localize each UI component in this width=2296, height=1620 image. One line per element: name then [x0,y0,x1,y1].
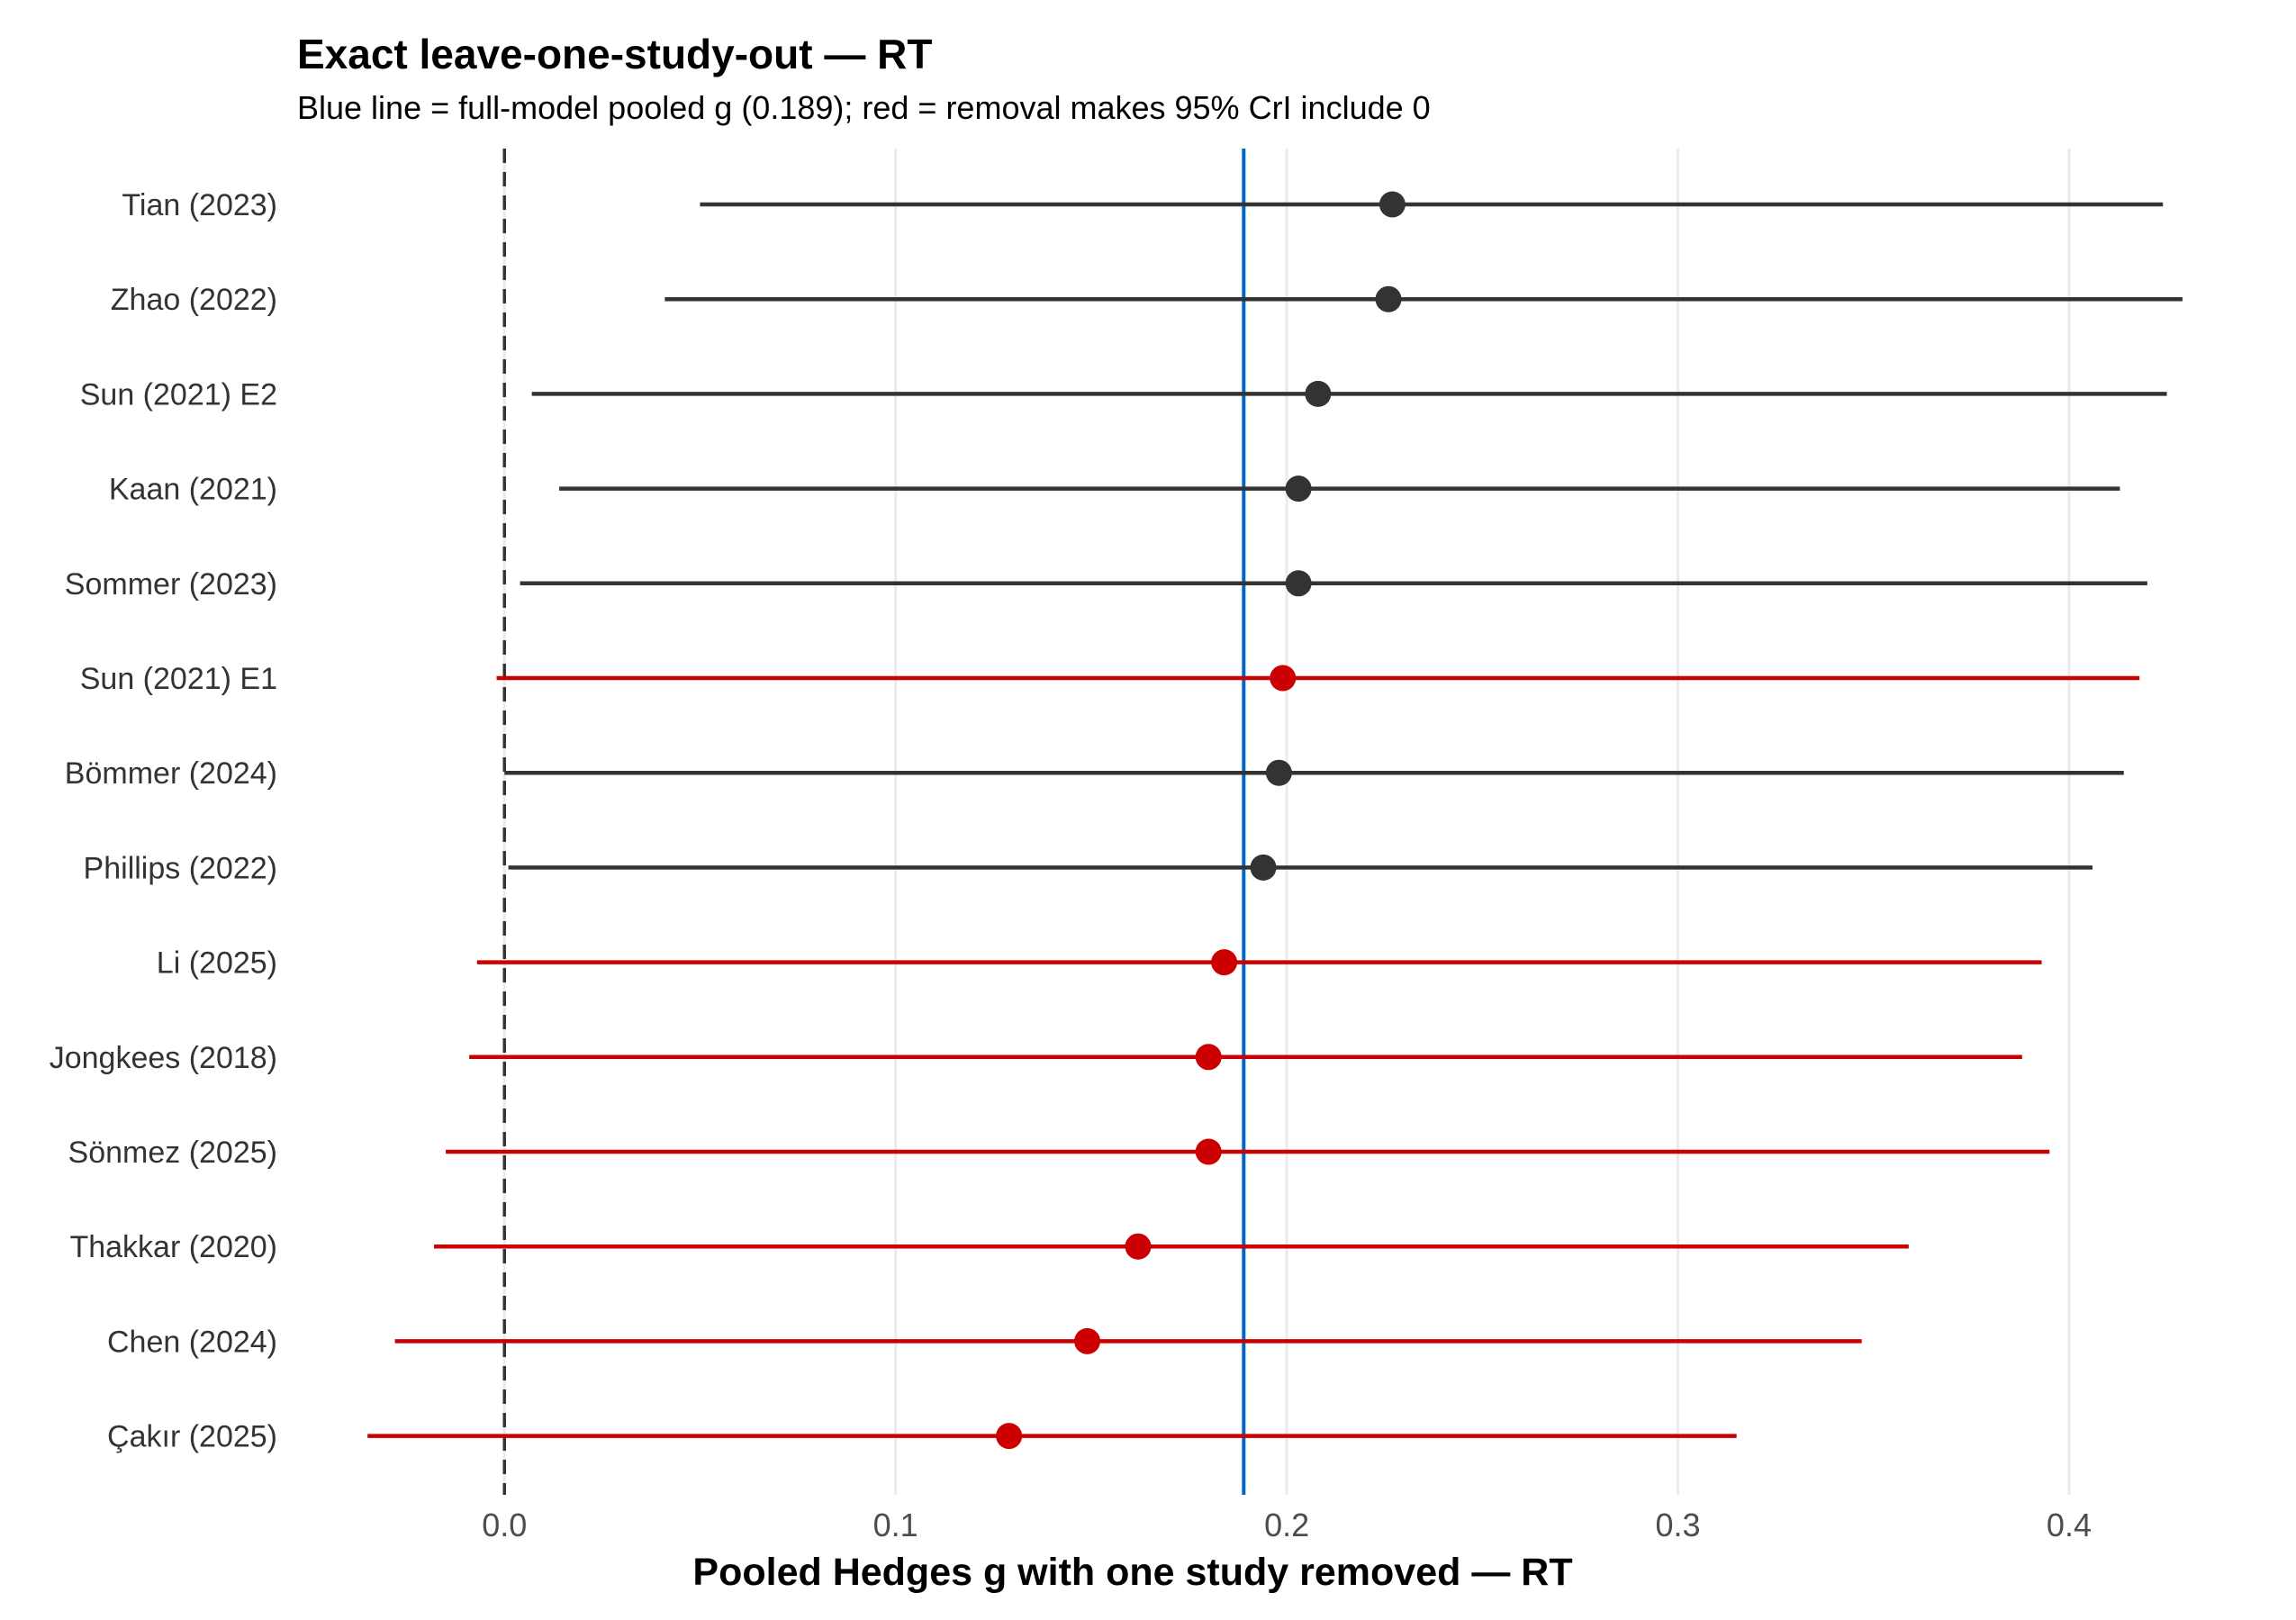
point-estimate [1211,949,1238,976]
study-label: Tian (2023) [122,188,277,222]
study-label: Sommer (2023) [65,567,277,602]
point-estimate [1375,285,1402,312]
study-label: Sönmez (2025) [68,1136,277,1170]
point-estimate [1250,854,1277,881]
study-label: Çakır (2025) [107,1420,277,1454]
study-label: Li (2025) [157,946,277,981]
chart-title: Exact leave-one-study-out — RT [297,31,932,77]
point-estimate [1125,1233,1152,1260]
study-labels: Tian (2023) Zhao (2022) Sun (2021) E2 Kaan … [50,188,277,1454]
x-tick-label: 0.2 [1264,1507,1309,1543]
point-estimate [1285,475,1312,502]
point-estimates [996,191,1406,1450]
x-tick-label: 0.3 [1656,1507,1701,1543]
x-tick-label: 0.4 [2047,1507,2092,1543]
x-axis-title: Pooled Hedges g with one study removed —… [692,1551,1572,1594]
point-estimate [996,1423,1023,1450]
point-estimate [1305,380,1332,407]
point-estimate [1195,1044,1222,1071]
study-label: Jongkees (2018) [50,1041,277,1075]
credible-intervals [367,202,2183,1438]
study-label: Chen (2024) [107,1325,277,1359]
study-label: Bömmer (2024) [65,756,277,791]
study-label: Sun (2021) E2 [80,377,277,412]
x-tick-label: 0.0 [482,1507,527,1543]
study-label: Sun (2021) E1 [80,662,277,696]
study-label: Thakkar (2020) [69,1230,277,1264]
study-label: Phillips (2022) [84,851,277,885]
chart-subtitle: Blue line = full-model pooled g (0.189);… [297,89,1431,126]
reference-lines [502,149,1246,1495]
x-axis-ticks: 0.0 0.1 0.2 0.3 0.4 [482,1507,2092,1543]
point-estimate [1074,1327,1101,1354]
point-estimate [1265,759,1292,786]
point-estimate [1195,1138,1222,1165]
point-estimate [1285,570,1312,597]
study-label: Zhao (2022) [111,283,277,317]
x-tick-label: 0.1 [873,1507,918,1543]
point-estimate [1379,191,1406,218]
study-label: Kaan (2021) [109,473,277,507]
grid-lines [502,149,2071,1495]
point-estimate [1270,665,1297,692]
